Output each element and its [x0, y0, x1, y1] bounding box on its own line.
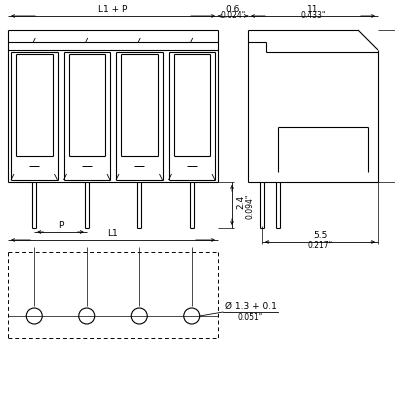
Text: 0.094": 0.094"	[246, 193, 254, 219]
Text: 2.4: 2.4	[237, 195, 246, 209]
Text: P: P	[58, 220, 63, 230]
Text: 0.433": 0.433"	[300, 10, 326, 20]
Text: Ø 1.3 + 0.1: Ø 1.3 + 0.1	[225, 302, 276, 310]
Text: 5.5: 5.5	[313, 232, 327, 240]
Text: 0.024": 0.024"	[220, 10, 246, 20]
Text: 0.6: 0.6	[226, 4, 240, 14]
Text: 0.217": 0.217"	[307, 242, 333, 250]
Text: L1: L1	[107, 228, 118, 238]
Text: 0.051": 0.051"	[238, 312, 263, 322]
Text: 11: 11	[307, 4, 319, 14]
Text: L1 + P: L1 + P	[98, 4, 128, 14]
